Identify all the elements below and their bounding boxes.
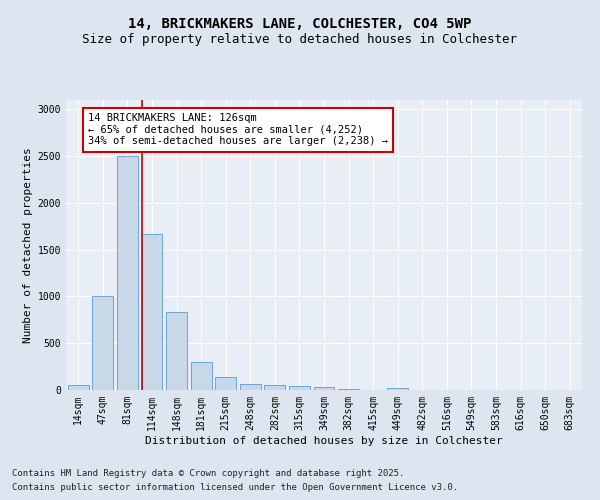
Bar [387, 388, 408, 390]
X-axis label: Distribution of detached houses by size in Colchester: Distribution of detached houses by size … [145, 436, 503, 446]
Y-axis label: Number of detached properties: Number of detached properties [23, 147, 34, 343]
Text: 14 BRICKMAKERS LANE: 126sqm
← 65% of detached houses are smaller (4,252)
34% of : 14 BRICKMAKERS LANE: 126sqm ← 65% of det… [88, 113, 388, 146]
Bar [92, 296, 113, 390]
Bar [166, 312, 187, 390]
Bar [338, 388, 359, 390]
Bar [117, 156, 138, 390]
Text: 14, BRICKMAKERS LANE, COLCHESTER, CO4 5WP: 14, BRICKMAKERS LANE, COLCHESTER, CO4 5W… [128, 18, 472, 32]
Bar [314, 387, 334, 390]
Bar [289, 386, 310, 390]
Bar [68, 385, 89, 390]
Bar [142, 234, 163, 390]
Text: Contains public sector information licensed under the Open Government Licence v3: Contains public sector information licen… [12, 484, 458, 492]
Bar [191, 362, 212, 390]
Text: Contains HM Land Registry data © Crown copyright and database right 2025.: Contains HM Land Registry data © Crown c… [12, 468, 404, 477]
Text: Size of property relative to detached houses in Colchester: Size of property relative to detached ho… [83, 32, 517, 46]
Bar [215, 377, 236, 390]
Bar [240, 384, 261, 390]
Bar [265, 385, 286, 390]
